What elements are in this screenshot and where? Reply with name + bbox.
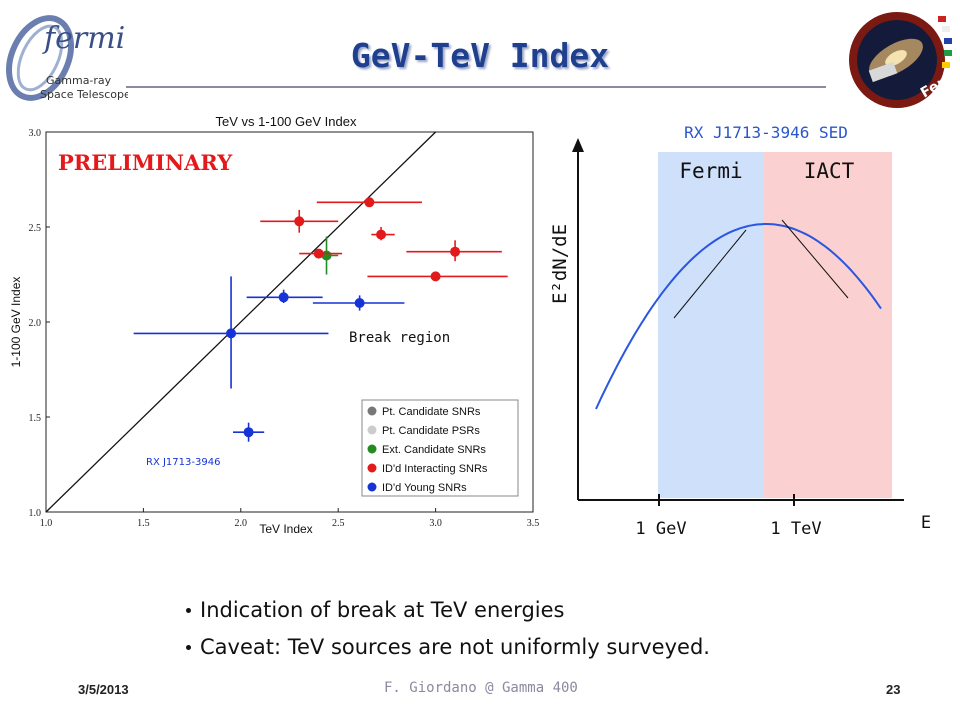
sed-x-tick-label-1tev: 1 TeV — [770, 519, 821, 539]
sed-chart-title: RX J1713-3946 SED — [684, 123, 848, 142]
logo-brand-text: fermi — [42, 21, 125, 56]
legend-label: Pt. Candidate SNRs — [382, 406, 481, 418]
data-point — [294, 216, 305, 227]
legend-label: ID'd Interacting SNRs — [382, 463, 488, 475]
scatter-data-points — [133, 197, 508, 442]
sed-y-axis-label: E²dN/dE — [549, 224, 571, 304]
fermi-logo: fermi Gamma-ray Space Telescope — [6, 15, 128, 101]
scatter-axis-ticks: 1.0 1.5 2.0 2.5 3.0 3.5 1.0 1.5 2.0 2.5 3.0 — [29, 128, 540, 529]
scatter-chart-title: TeV vs 1-100 GeV Index — [216, 114, 357, 129]
gev-tev-index-scatter-chart: TeV vs 1-100 GeV Index 1.0 1.5 2.0 2.5 3.0 3.… — [9, 114, 540, 536]
iact-slope-tangent — [781, 219, 849, 299]
bullet-item: Caveat: TeV sources are not uniformly su… — [186, 629, 746, 666]
y-tick-label: 2.0 — [29, 318, 42, 329]
data-point — [243, 427, 254, 438]
mission-patch-logo: Fermi — [849, 12, 956, 108]
data-point — [430, 271, 441, 282]
scatter-y-axis-label: 1-100 GeV Index — [9, 277, 23, 368]
equality-line — [45, 131, 437, 513]
legend-label: Ext. Candidate SNRs — [382, 444, 486, 456]
data-point — [376, 229, 387, 240]
data-point — [354, 298, 365, 308]
fermi-band-label: Fermi — [679, 159, 742, 183]
bullet-text: Indication of break at TeV energies — [200, 598, 565, 622]
sed-x-axis-label: E — [921, 513, 931, 533]
footer-date: 3/5/2013 — [78, 682, 129, 697]
break-region-label: Break region — [349, 330, 450, 346]
footer-page-number: 23 — [886, 682, 901, 697]
preliminary-stamp: PRELIMINARY — [58, 150, 233, 175]
sed-schematic-chart: RX J1713-3946 SED Fermi IACT E²dN/dE 1 G… — [549, 123, 931, 539]
data-point — [364, 197, 375, 208]
header-divider — [126, 86, 826, 88]
legend-marker — [367, 406, 377, 416]
footer-presenter: F. Giordano @ Gamma 400 — [384, 680, 578, 696]
x-tick-label: 3.5 — [527, 518, 540, 529]
x-tick-label: 1.5 — [137, 518, 150, 529]
slide-title: GeV-TeV Index — [350, 36, 610, 75]
legend-marker — [367, 463, 377, 473]
bullet-marker — [186, 645, 191, 650]
fermi-band — [658, 152, 764, 498]
scatter-x-axis-label: TeV Index — [259, 522, 312, 536]
sed-y-axis-arrow — [572, 138, 584, 152]
iact-band — [764, 152, 892, 498]
legend-marker — [367, 444, 377, 454]
y-tick-label: 1.0 — [29, 508, 42, 519]
y-tick-label: 3.0 — [29, 128, 42, 139]
x-tick-label: 2.0 — [235, 518, 248, 529]
rx-j1713-source-label: RX J1713-3946 — [146, 457, 220, 468]
x-tick-label: 1.0 — [40, 518, 53, 529]
iact-band-label: IACT — [804, 159, 855, 183]
sed-x-tick-label-1gev: 1 GeV — [635, 519, 686, 539]
legend-label: ID'd Young SNRs — [382, 482, 467, 494]
data-point — [226, 328, 237, 339]
x-tick-label: 2.5 — [332, 518, 345, 529]
legend-label: Pt. Candidate PSRs — [382, 425, 480, 437]
equality-reference-line — [45, 131, 437, 513]
y-tick-label: 2.5 — [29, 223, 42, 234]
x-tick-label: 3.0 — [429, 518, 442, 529]
legend-marker — [367, 482, 377, 492]
logo-line2: Space Telescope — [40, 88, 128, 101]
scatter-legend: Pt. Candidate SNRs Pt. Candidate PSRs Ext.… — [361, 399, 519, 497]
logo-line1: Gamma-ray — [46, 74, 112, 87]
bullet-text: Caveat: TeV sources are not uniformly su… — [200, 635, 710, 659]
fermi-slope-tangent — [673, 229, 747, 319]
data-point — [278, 292, 289, 303]
legend-marker — [367, 425, 377, 435]
data-point — [313, 248, 324, 259]
sed-curve-series — [595, 223, 882, 410]
bullet-list: Indication of break at TeV energies Cave… — [186, 592, 746, 666]
data-point — [450, 246, 461, 257]
bullet-item: Indication of break at TeV energies — [186, 592, 746, 629]
y-tick-label: 1.5 — [29, 413, 42, 424]
bullet-marker — [186, 608, 191, 613]
